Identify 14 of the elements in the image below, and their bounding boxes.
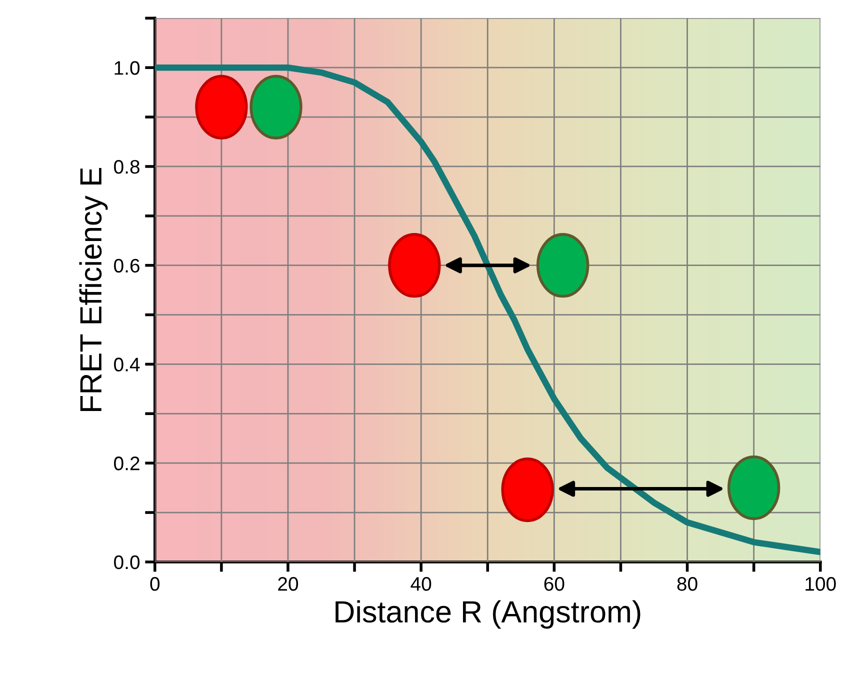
- y-tick-label: 0.2: [114, 456, 140, 470]
- y-axis-title: FRET Efficiency E: [79, 168, 108, 411]
- y-tick-label: 0.6: [114, 258, 140, 273]
- y-tick-label: 0.0: [114, 555, 140, 570]
- x-tick-label: 0: [150, 577, 160, 591]
- x-tick-label: 20: [278, 577, 298, 591]
- y-tick-label: 0.8: [114, 160, 140, 174]
- x-tick-label: 60: [544, 577, 564, 591]
- y-tick-label: 1.0: [114, 61, 140, 75]
- x-axis-title: Distance R (Angstrom): [336, 600, 640, 629]
- x-tick-label: 40: [410, 577, 432, 591]
- y-tick-label: 0.4: [114, 358, 140, 372]
- x-tick-label: 80: [677, 577, 698, 591]
- x-tick-label: 100: [806, 577, 836, 591]
